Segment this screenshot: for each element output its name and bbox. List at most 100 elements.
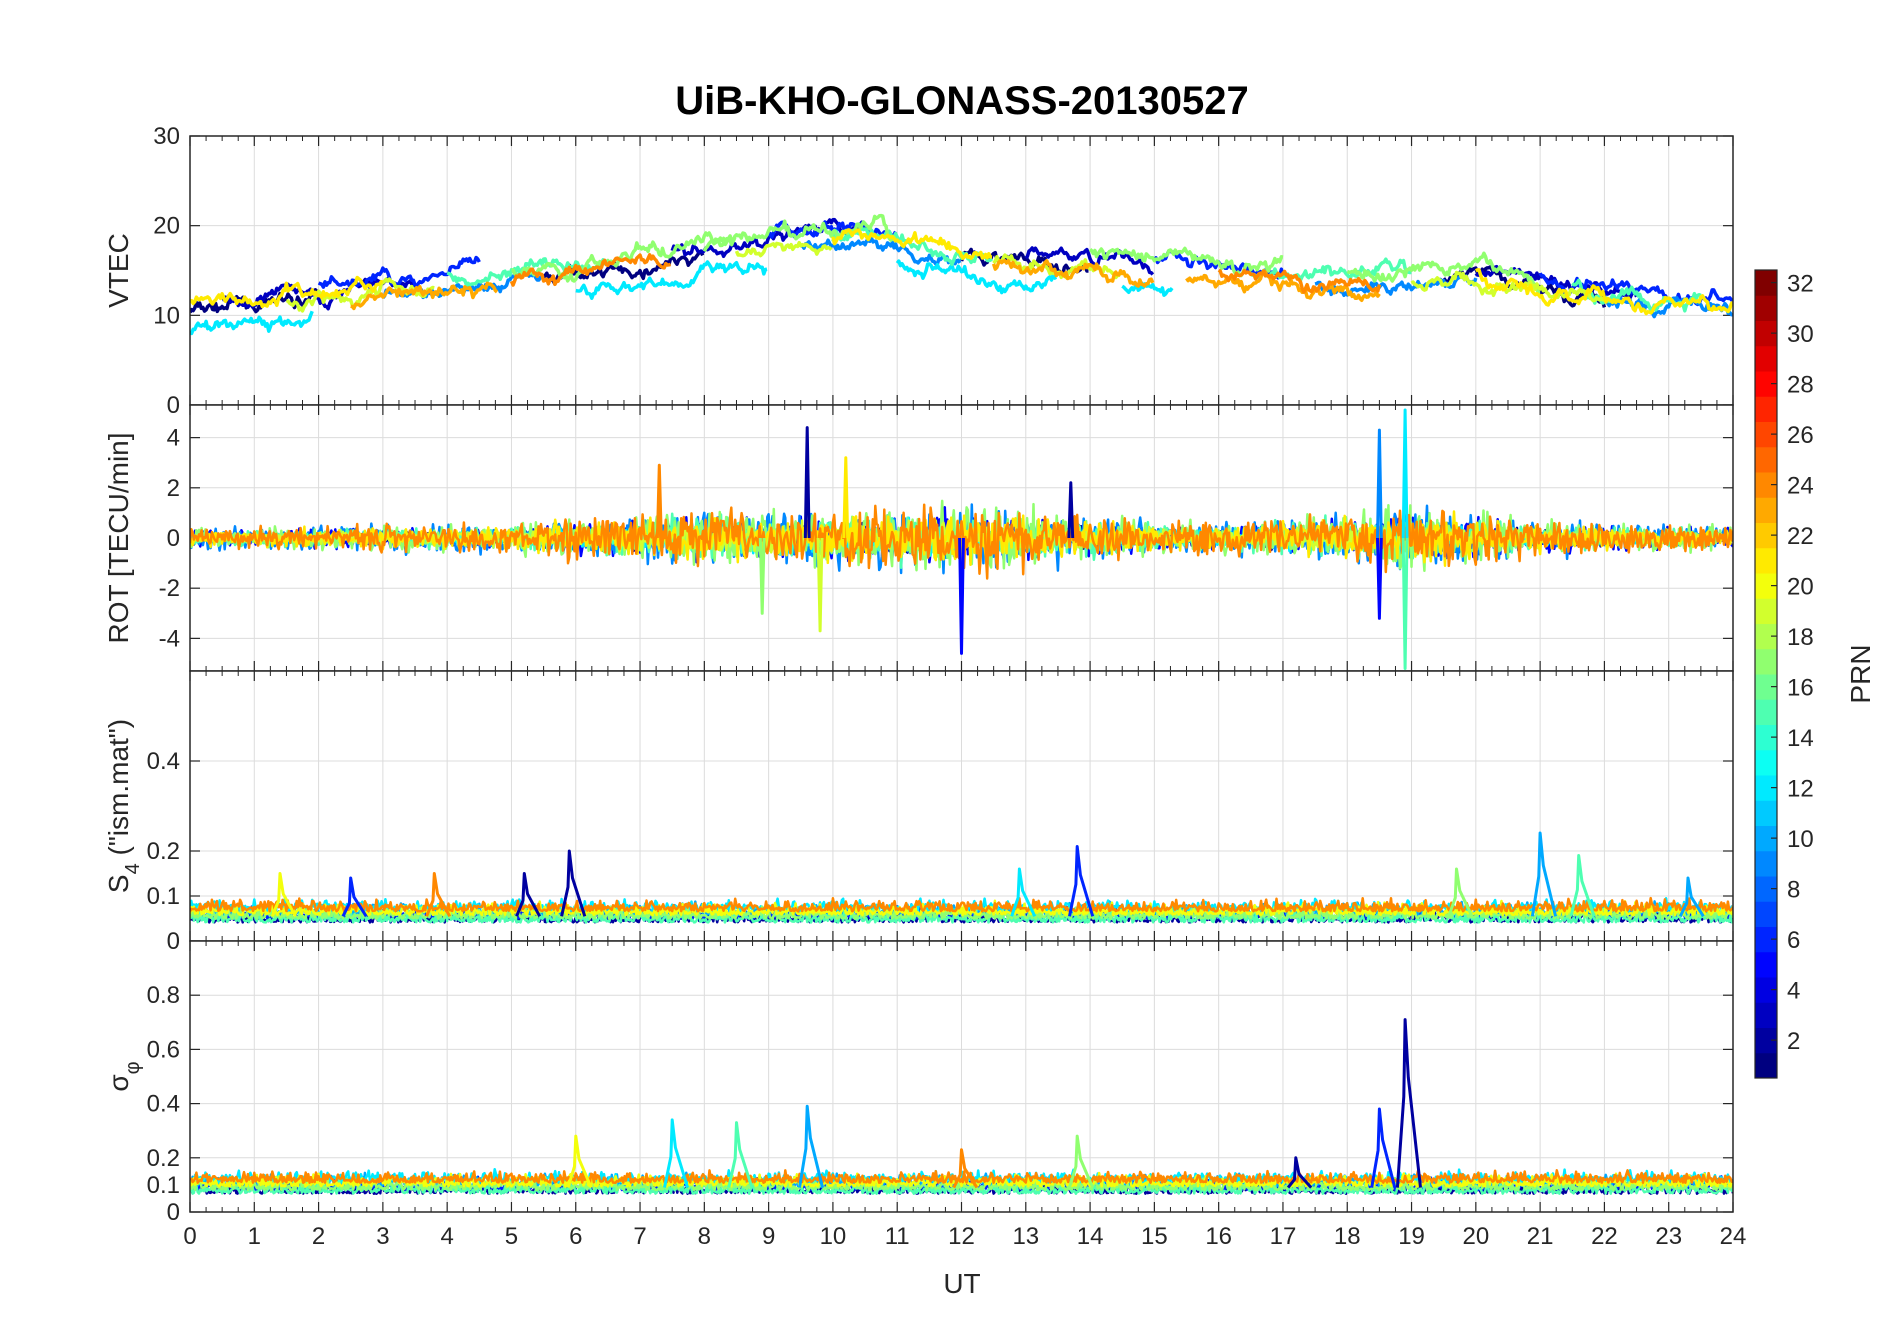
vtec-trace-prn-23 — [1185, 269, 1381, 303]
x-tick-label: 21 — [1527, 1223, 1554, 1250]
vtec-trace-prn-24 — [509, 253, 672, 287]
colorbar-swatch — [1755, 497, 1777, 523]
y-tick-label: -2 — [159, 575, 180, 602]
colorbar-tick-label: 22 — [1787, 523, 1814, 550]
colorbar-swatch — [1755, 295, 1777, 321]
spike — [270, 872, 297, 918]
panel-2: -4 -2 0 2 4 ROT [TECU/min] — [103, 404, 1734, 672]
spike — [515, 872, 542, 918]
y-tick-label: 0.1 — [147, 1172, 180, 1199]
rot-spike — [1376, 428, 1383, 539]
vtec-trace-prn-9 — [1603, 295, 1733, 319]
vtec-trace-prn-19 — [734, 240, 833, 258]
colorbar-swatch — [1755, 800, 1777, 826]
colorbar-tick-label: 14 — [1787, 725, 1814, 752]
colorbar-label: PRN — [1845, 644, 1876, 703]
x-tick-label: 19 — [1398, 1223, 1425, 1250]
x-tick-label: 7 — [633, 1223, 646, 1250]
x-tick-label: 12 — [948, 1223, 975, 1250]
chart-title: UiB-KHO-GLONASS-20130527 — [675, 79, 1249, 123]
colorbar-swatch — [1755, 522, 1777, 549]
colorbar-tick-label: 26 — [1787, 422, 1814, 449]
spike — [798, 1104, 825, 1188]
vtec-trace-prn-21 — [190, 275, 384, 309]
colorbar-tick-label: 2 — [1787, 1028, 1800, 1055]
vtec-trace-prn-17 — [511, 231, 737, 283]
colorbar-swatch — [1755, 1027, 1777, 1054]
spike — [1370, 1107, 1397, 1188]
rot-spike — [842, 456, 850, 539]
y-tick-label: 0.2 — [147, 838, 180, 865]
x-tick-label: 23 — [1655, 1223, 1682, 1250]
y-tick-label: 30 — [153, 123, 180, 150]
colorbar-tick-label: 10 — [1787, 826, 1814, 853]
colorbar-swatch — [1755, 446, 1777, 473]
x-tick-label: 22 — [1591, 1223, 1618, 1250]
spike — [952, 1148, 979, 1189]
x-tick-label: 11 — [885, 1223, 910, 1250]
colorbar-swatch — [1755, 1002, 1777, 1028]
rot-spike — [1376, 537, 1383, 620]
vtec-trace-prn-21 — [831, 228, 993, 261]
colorbar-swatch — [1755, 850, 1777, 877]
colorbar-swatch — [1755, 926, 1777, 953]
vtec-trace-prn-12 — [1121, 281, 1174, 297]
colorbar-swatch — [1755, 396, 1777, 422]
rot-spike — [958, 537, 965, 655]
vtec-trace-prn-1 — [190, 288, 320, 314]
colorbar-swatch — [1755, 951, 1777, 978]
panel-4: 00.10.2 0.4 0.6 0.8 σφ — [103, 940, 1734, 1226]
colorbar-tick-label: 12 — [1787, 776, 1814, 803]
vtec-trace-prn-12 — [190, 310, 314, 336]
panel-traces — [190, 213, 1733, 336]
spike — [1678, 876, 1705, 918]
colorbar-tick-label: 18 — [1787, 624, 1814, 651]
colorbar-tick-label: 6 — [1787, 927, 1800, 954]
x-tick-label: 10 — [820, 1223, 847, 1250]
vtec-trace-prn-17 — [702, 213, 898, 253]
spike — [1068, 1134, 1095, 1189]
colorbar-swatch — [1755, 573, 1777, 599]
spike — [1530, 831, 1558, 917]
y-tick-label: 20 — [153, 213, 180, 240]
y-tick-label: 2 — [167, 475, 180, 502]
x-tick-label: 3 — [376, 1223, 389, 1250]
x-tick-label: 20 — [1462, 1223, 1489, 1250]
rot-spike — [1067, 481, 1075, 539]
x-tick-label: 18 — [1334, 1223, 1361, 1250]
colorbar-swatch — [1755, 371, 1777, 397]
colorbar-swatch — [1755, 623, 1777, 650]
colorbar-swatch — [1755, 749, 1777, 776]
sigma-phi-trace-prn-15 — [190, 1178, 1733, 1195]
vtec-trace-prn-24 — [1217, 268, 1382, 294]
colorbar-swatch — [1755, 977, 1777, 1003]
s4-trace-prn-15 — [190, 908, 1733, 924]
vtec-trace-prn-9 — [800, 236, 962, 266]
rot-spike — [816, 537, 824, 633]
colorbar-swatch — [1755, 876, 1777, 902]
colorbar-swatch — [1755, 674, 1777, 700]
x-tick-label: 24 — [1720, 1223, 1747, 1250]
rot-trace-prn-24 — [190, 503, 1733, 580]
y-tick-label: 0.4 — [147, 748, 180, 775]
vtec-trace-prn-3 — [1024, 246, 1155, 276]
colorbar-swatch — [1755, 598, 1777, 624]
y-tick-label: 0 — [167, 928, 180, 955]
y-tick-label: -4 — [159, 625, 180, 652]
panel-1: 0 10 20 30 VTEC — [103, 123, 1734, 419]
vtec-trace-prn-12 — [895, 259, 1058, 295]
rot-spike — [803, 426, 811, 539]
spike — [425, 872, 452, 918]
x-tick-label: 14 — [1077, 1223, 1104, 1250]
x-tick-label: 9 — [762, 1223, 775, 1250]
spike — [727, 1121, 754, 1189]
vtec-trace-prn-1 — [1442, 265, 1607, 308]
colorbar-tick-label: 32 — [1787, 271, 1814, 298]
x-axis-label: UT — [943, 1268, 980, 1299]
x-tick-label: 16 — [1205, 1223, 1232, 1250]
y-tick-label: 0.1 — [147, 883, 180, 910]
y-tick-label: 0 — [167, 392, 180, 419]
